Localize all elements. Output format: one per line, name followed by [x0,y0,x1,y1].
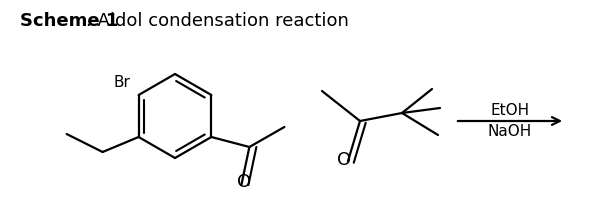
Text: Br: Br [114,75,131,90]
Text: O: O [337,151,351,169]
Text: Scheme 1: Scheme 1 [20,12,119,30]
Text: . Aldol condensation reaction: . Aldol condensation reaction [86,12,349,30]
Text: EtOH: EtOH [491,103,530,118]
Text: NaOH: NaOH [488,124,532,139]
Text: O: O [237,173,252,191]
